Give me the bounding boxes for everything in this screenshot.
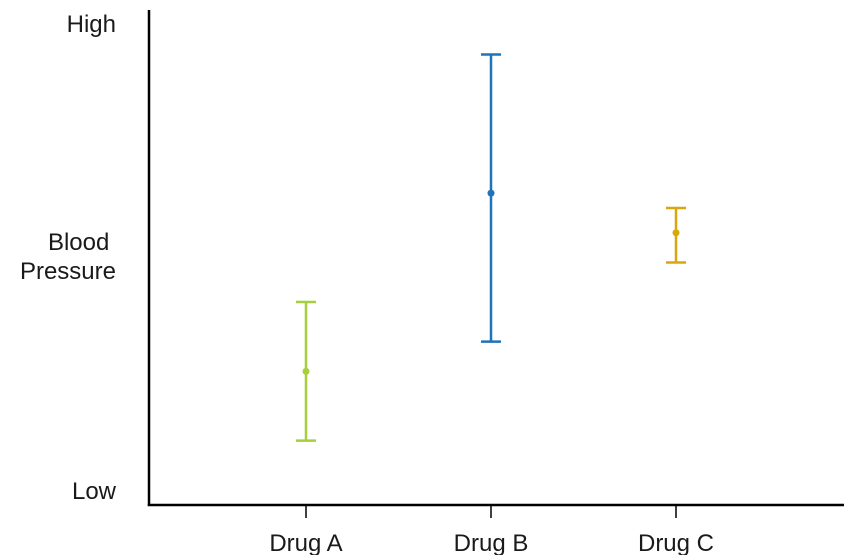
y-high-label: High — [67, 11, 116, 38]
y-axis-label-line-2: Pressure — [20, 258, 116, 285]
y-axis-label-line-1: Blood — [48, 229, 109, 256]
y-axis-label: Blood Pressure — [20, 229, 116, 285]
error-bar-drug-c — [666, 206, 686, 264]
x-tick-label-drug-b: Drug B — [454, 530, 529, 555]
x-tick-label-drug-a: Drug A — [269, 530, 342, 555]
y-low-label: Low — [72, 478, 117, 505]
x-tick-label-drug-c: Drug C — [638, 530, 714, 555]
error-bar-drug-a — [296, 300, 316, 442]
mean-point-drug-c — [672, 229, 680, 237]
error-bar-drug-b — [481, 53, 501, 343]
mean-point-drug-b — [487, 189, 495, 197]
mean-point-drug-a — [302, 367, 310, 375]
